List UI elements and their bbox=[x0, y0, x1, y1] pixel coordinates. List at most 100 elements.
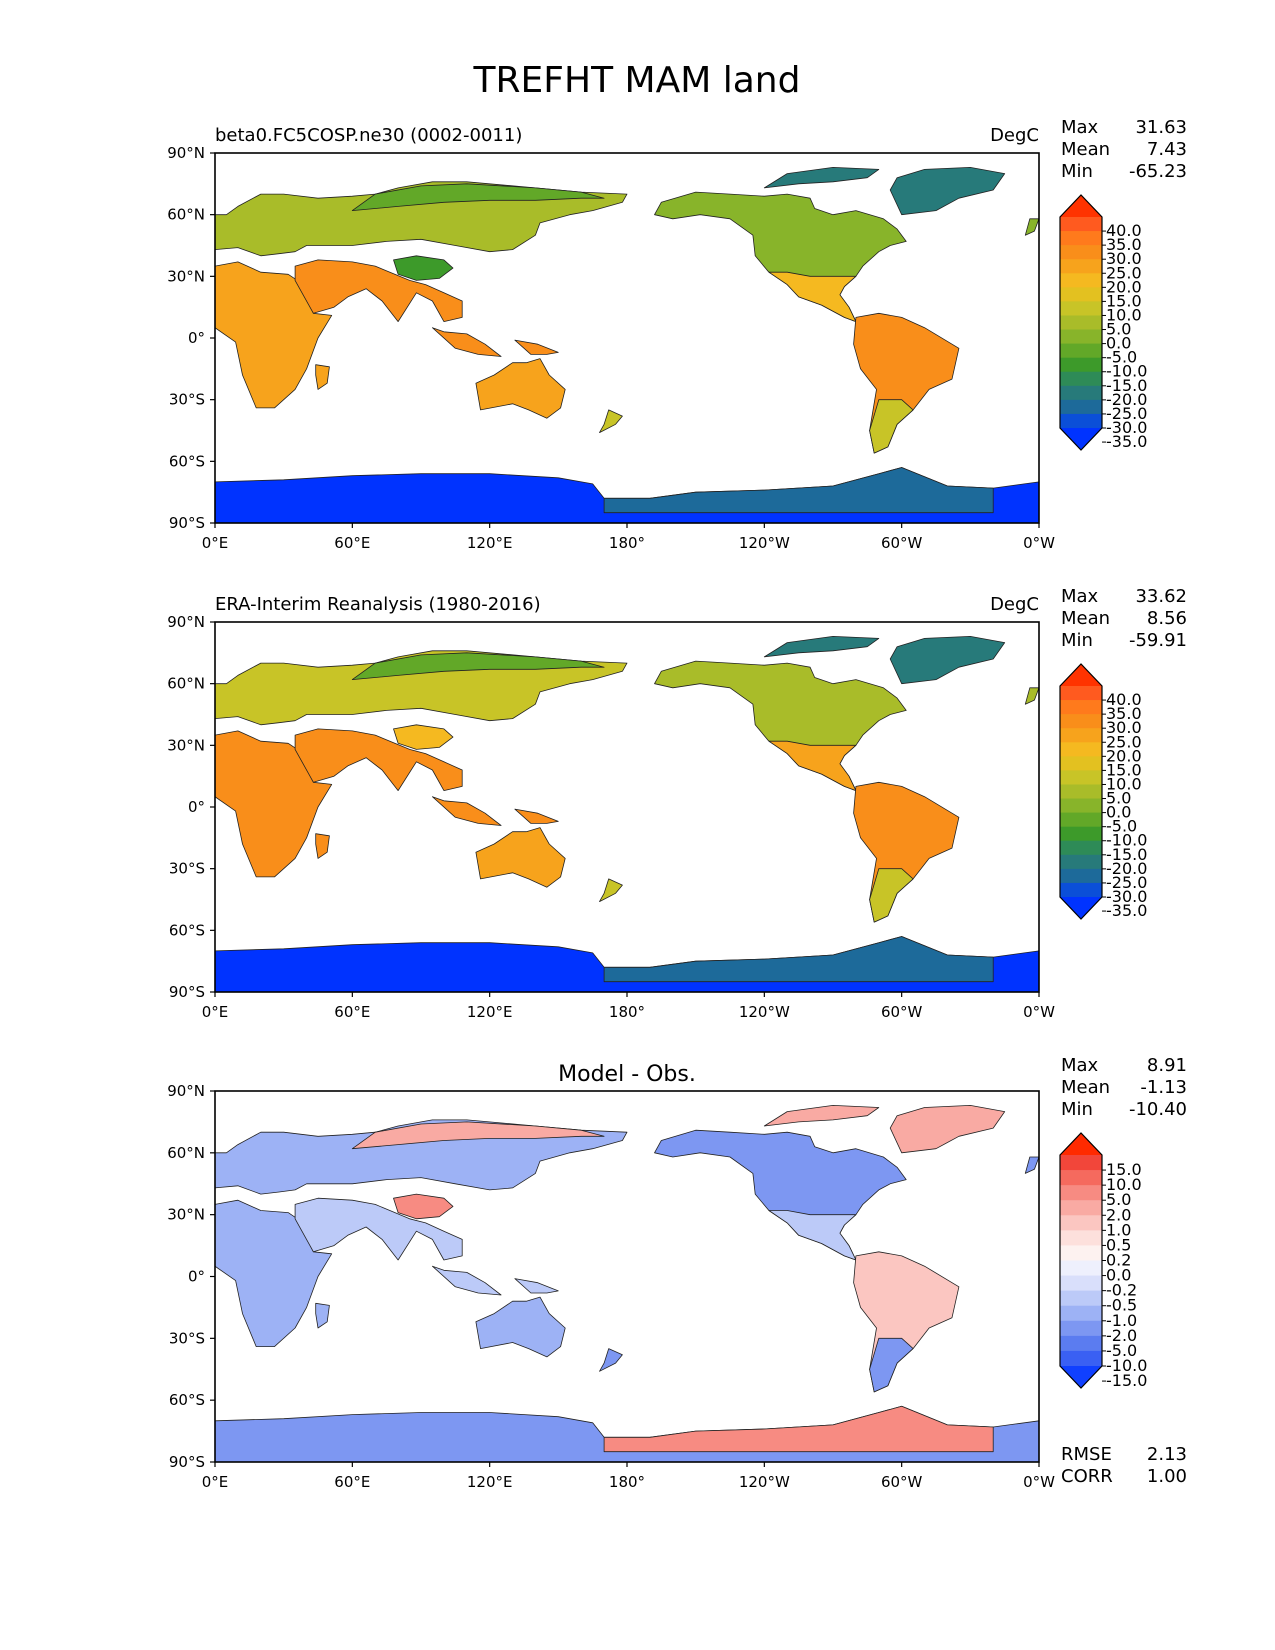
colorbar-label: 40.0 bbox=[1106, 690, 1142, 709]
land-siberia bbox=[351, 652, 605, 680]
colorbar-swatch bbox=[1060, 231, 1102, 246]
colorbar-label: -10.0 bbox=[1106, 362, 1147, 381]
land-siberia bbox=[351, 1121, 605, 1150]
stat-value-mean: -1.13 bbox=[1140, 1077, 1187, 1098]
colorbar-label: -20.0 bbox=[1106, 390, 1147, 409]
colorbar-swatch bbox=[1060, 756, 1102, 771]
colorbar-label: 0.0 bbox=[1106, 334, 1131, 353]
colorbar-label: 25.0 bbox=[1106, 263, 1142, 282]
land-australia bbox=[475, 358, 566, 419]
colorbar-swatch bbox=[1060, 1275, 1102, 1292]
map-diff bbox=[215, 1091, 1039, 1462]
colorbar-label: -15.0 bbox=[1106, 376, 1147, 395]
land-africa bbox=[215, 261, 333, 409]
stat-value-max: 8.91 bbox=[1147, 1055, 1187, 1076]
panel-center-title: Model - Obs. bbox=[558, 1062, 696, 1087]
colorbar-swatch bbox=[1060, 1230, 1102, 1247]
stat-label-mean: Mean bbox=[1061, 608, 1110, 629]
lat-tick-label: 60°N bbox=[167, 675, 205, 693]
land-africa bbox=[215, 1199, 333, 1347]
colorbar-label: 5.0 bbox=[1106, 320, 1131, 339]
map-panel-diff: 0°E 60°E 120°E 180° 120°W 60°W 0°W 90°N 60°N 30°N… bbox=[167, 1055, 1187, 1491]
colorbar-label: 20.0 bbox=[1106, 746, 1142, 765]
lon-tick-label: 60°W bbox=[881, 534, 923, 552]
land-australia bbox=[475, 827, 566, 888]
land-newguinea bbox=[514, 1278, 559, 1294]
land-west_antarctica bbox=[603, 936, 994, 983]
colorbar-swatch bbox=[1060, 854, 1102, 870]
colorbar-label: 1.0 bbox=[1106, 1220, 1131, 1239]
colorbar-swatch bbox=[1060, 686, 1102, 701]
colorbar-label: 5.0 bbox=[1106, 1190, 1131, 1209]
colorbar-label: -25.0 bbox=[1106, 404, 1147, 423]
stat-label-mean: Mean bbox=[1061, 1077, 1110, 1098]
colorbar-swatch bbox=[1060, 728, 1102, 743]
lat-tick-label: 30°N bbox=[167, 736, 205, 754]
colorbar-label: -35.0 bbox=[1106, 901, 1147, 920]
colorbar-swatch bbox=[1060, 273, 1102, 288]
land-indonesia bbox=[431, 796, 502, 826]
land-nz bbox=[599, 1348, 623, 1372]
stat-value-max: 33.62 bbox=[1135, 586, 1187, 607]
land-us_south bbox=[768, 740, 857, 791]
land-us_south bbox=[768, 1210, 857, 1261]
axes-model: 0°E 60°E 120°E 180° 120°W 60°W 0°W 90°N 60°N 30°N… bbox=[167, 144, 1055, 552]
lat-tick-label: 30°S bbox=[169, 391, 205, 409]
colorbar-swatch bbox=[1060, 399, 1102, 415]
footer-stat-value-corr: 1.00 bbox=[1147, 1466, 1187, 1487]
panel-left-title: beta0.FC5COSP.ne30 (0002-0011) bbox=[215, 125, 522, 146]
colorbar-label: 30.0 bbox=[1106, 249, 1142, 268]
land-tibet bbox=[393, 1193, 454, 1220]
map-panel-model: 0°E 60°E 120°E 180° 120°W 60°W 0°W 90°N 60°N 30°N… bbox=[167, 117, 1187, 552]
lon-tick-label: 120°W bbox=[739, 534, 790, 552]
land-uk bbox=[1024, 1156, 1039, 1174]
colorbar-swatch bbox=[1060, 315, 1102, 331]
colorbar-label: 0.0 bbox=[1106, 803, 1131, 822]
lon-tick-label: 0°E bbox=[202, 534, 229, 552]
colorbar-swatch bbox=[1060, 1290, 1102, 1307]
colorbar-label: 30.0 bbox=[1106, 718, 1142, 737]
colorbar-swatch bbox=[1060, 1155, 1102, 1171]
stat-label-min: Min bbox=[1061, 1099, 1093, 1120]
lat-tick-label: 90°N bbox=[167, 613, 205, 631]
colorbar-swatch bbox=[1060, 714, 1102, 729]
lat-tick-label: 90°S bbox=[169, 983, 205, 1001]
lon-tick-label: 120°E bbox=[467, 534, 513, 552]
colorbar-swatch bbox=[1060, 770, 1102, 786]
lon-tick-label: 120°W bbox=[739, 1003, 790, 1021]
lon-tick-label: 0°W bbox=[1023, 1473, 1055, 1491]
lon-tick-label: 60°W bbox=[881, 1003, 923, 1021]
colorbar-swatch bbox=[1060, 1320, 1102, 1337]
colorbar-label: -5.0 bbox=[1106, 348, 1137, 367]
lat-tick-label: 30°S bbox=[169, 1329, 205, 1347]
lat-tick-label: 30°N bbox=[167, 267, 205, 285]
colorbar-label: 20.0 bbox=[1106, 277, 1142, 296]
map-obs bbox=[215, 622, 1039, 992]
map-panel-obs: 0°E 60°E 120°E 180° 120°W 60°W 0°W 90°N 60°N 30°N… bbox=[167, 586, 1187, 1021]
land-newguinea bbox=[514, 808, 559, 824]
colorbar-max-arrow bbox=[1060, 1133, 1102, 1155]
colorbar-swatch bbox=[1060, 1260, 1102, 1277]
colorbar-swatch bbox=[1060, 287, 1102, 302]
land-arabia_india bbox=[294, 728, 463, 791]
colorbar-label: 35.0 bbox=[1106, 235, 1142, 254]
colorbar-label: -15.0 bbox=[1106, 845, 1147, 864]
colorbar-label: 40.0 bbox=[1106, 221, 1142, 240]
lat-tick-label: 0° bbox=[188, 1268, 205, 1286]
stat-value-mean: 8.56 bbox=[1147, 608, 1187, 629]
land-northamerica bbox=[654, 191, 907, 323]
colorbar-swatch bbox=[1060, 826, 1102, 842]
colorbar-diff: 15.010.05.02.01.00.50.20.0-0.2-0.5-1.0-2… bbox=[1059, 1132, 1147, 1390]
stat-label-min: Min bbox=[1061, 161, 1093, 182]
lat-tick-label: 90°S bbox=[169, 514, 205, 532]
land-nz bbox=[599, 878, 623, 902]
land-uk bbox=[1024, 687, 1039, 705]
colorbar-label: 15.0 bbox=[1106, 291, 1142, 310]
colorbar-label: 35.0 bbox=[1106, 704, 1142, 723]
land-madagascar bbox=[315, 1302, 330, 1329]
land-west_antarctica bbox=[603, 1405, 994, 1453]
colorbar-swatch bbox=[1060, 301, 1102, 317]
land-nz bbox=[599, 409, 623, 434]
colorbar-swatch bbox=[1060, 1245, 1102, 1262]
colorbar-label: -1.0 bbox=[1106, 1311, 1137, 1330]
